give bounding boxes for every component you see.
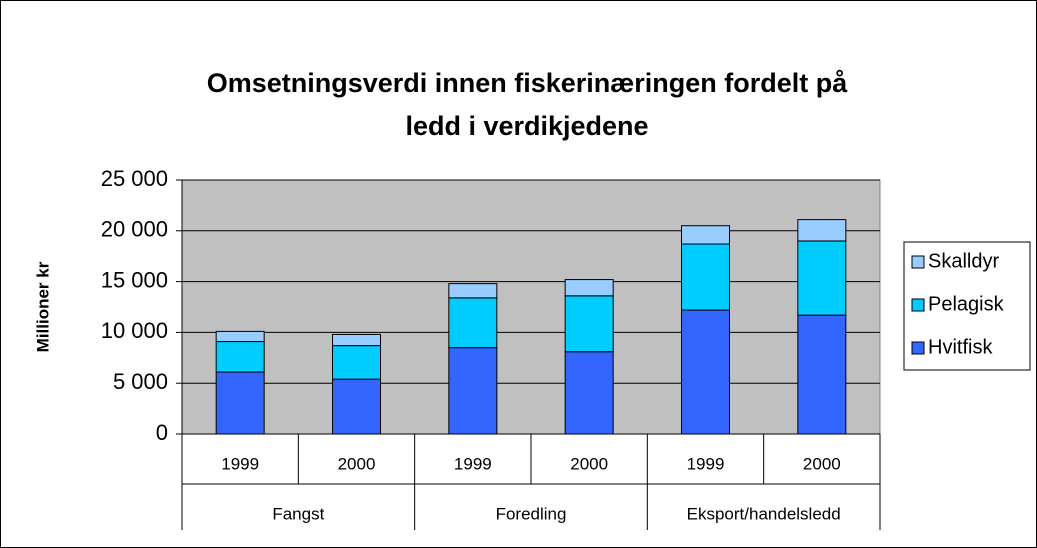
bar-segment	[448, 347, 498, 435]
bar-segment	[448, 297, 498, 349]
bar-segment	[215, 341, 265, 373]
legend-swatch	[911, 298, 925, 312]
group-label: Fangst	[272, 504, 324, 523]
bar-segment	[332, 345, 381, 380]
x-tick-label: 2000	[338, 454, 376, 473]
y-tick-label: 20 000	[101, 217, 168, 242]
bar-segment	[564, 279, 614, 297]
chart-title: Omsetningsverdi innen fiskerinæringen fo…	[207, 68, 849, 98]
bar-segment	[564, 351, 614, 435]
bar-segment	[797, 219, 847, 242]
group-label: Foredling	[496, 504, 567, 523]
legend-swatch	[911, 255, 925, 269]
bar-segment	[564, 295, 614, 353]
group-label: Eksport/handelsledd	[687, 504, 841, 523]
y-tick-label: 5 000	[113, 369, 168, 394]
legend-label: Skalldyr	[928, 250, 999, 272]
chart-title: ledd i verdikjedene	[405, 111, 648, 141]
bar-segment	[797, 314, 847, 435]
x-tick-label: 1999	[454, 454, 492, 473]
bar-segment	[681, 243, 730, 311]
y-tick-label: 10 000	[101, 318, 168, 343]
y-tick-label: 15 000	[101, 267, 168, 292]
bar-segment	[797, 240, 847, 316]
y-tick-label: 0	[156, 420, 168, 445]
legend-swatch	[911, 341, 925, 355]
bar-segment	[215, 371, 265, 435]
legend-label: Pelagisk	[928, 293, 1005, 315]
y-tick-label: 25 000	[101, 166, 168, 191]
x-tick-label: 2000	[570, 454, 608, 473]
bar-segment	[681, 225, 730, 245]
x-tick-label: 1999	[221, 454, 259, 473]
bar-segment	[215, 330, 265, 343]
bar-segment	[681, 309, 730, 435]
bar-segment	[332, 333, 381, 347]
legend	[903, 241, 1031, 371]
y-axis-title: Millioner kr	[33, 261, 52, 352]
bar-segment	[332, 378, 381, 435]
legend-label: Hvitfisk	[928, 336, 993, 358]
x-tick-label: 2000	[803, 454, 841, 473]
bar-segment	[448, 283, 498, 299]
x-tick-label: 1999	[687, 454, 725, 473]
plot-area	[181, 179, 881, 435]
